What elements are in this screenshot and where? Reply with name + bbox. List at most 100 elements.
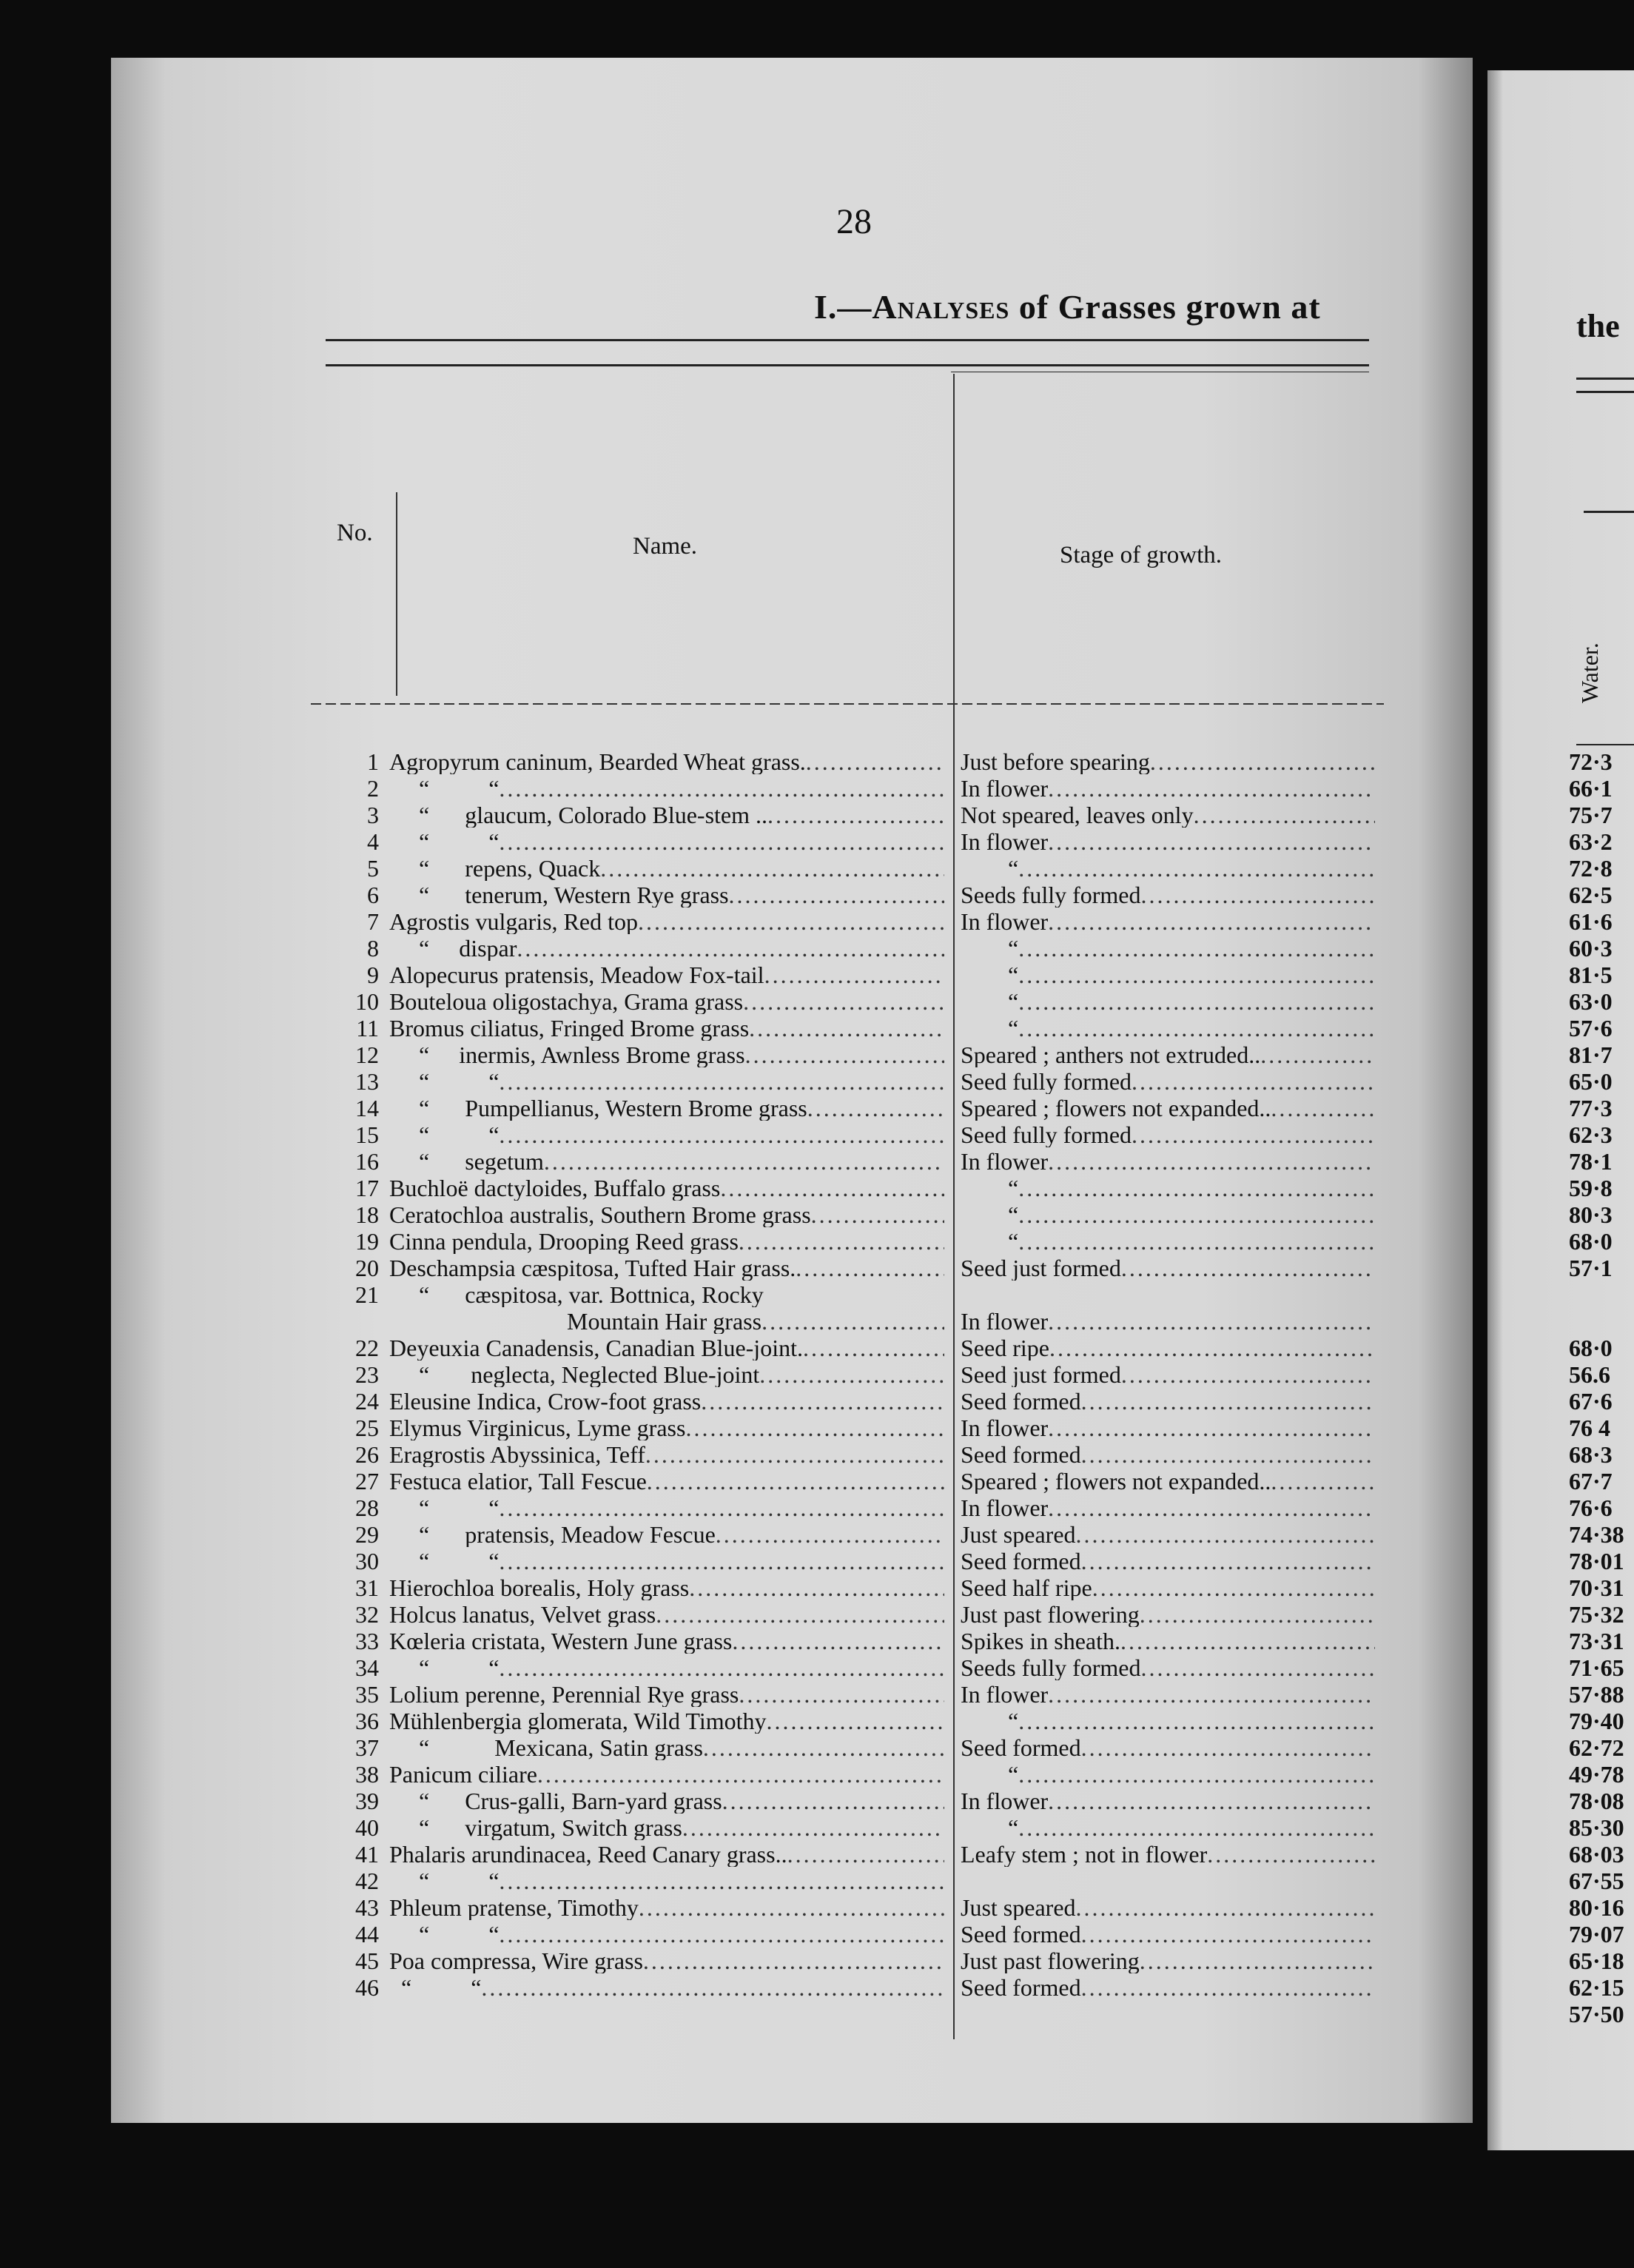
- stage-of-growth: “.......................................…: [961, 989, 1375, 1014]
- water-value: 71·65: [1569, 1655, 1624, 1680]
- stage-of-growth-text: In flower: [961, 829, 1049, 854]
- row-number-text: 36: [355, 1708, 379, 1734]
- leader-dots: ........................................…: [499, 1122, 944, 1147]
- row-number-text: 19: [355, 1228, 379, 1255]
- leader-dots: ........................................…: [499, 776, 944, 801]
- water-value: 76·6: [1569, 1495, 1613, 1520]
- water-value-text: 71·65: [1569, 1654, 1624, 1681]
- row-number-text: 12: [355, 1041, 379, 1068]
- table-row: Mountain Hair grass.....................…: [326, 1309, 1376, 1334]
- water-value-text: 68·0: [1569, 1228, 1613, 1255]
- grass-name: Mühlenbergia glomerata, Wild Timothy....…: [389, 1708, 944, 1734]
- table-row: 25 Elymus Virginicus, Lyme grass.........…: [326, 1415, 1610, 1440]
- left-page: [111, 58, 1473, 2123]
- water-value-text: 68·03: [1569, 1841, 1624, 1868]
- water-value: 81·5: [1569, 962, 1613, 987]
- grass-name: “ “.....................................…: [389, 829, 944, 854]
- leader-dots: ........................................…: [1018, 1708, 1375, 1734]
- grass-name: “ “.....................................…: [389, 1922, 944, 1947]
- row-number: 5: [326, 856, 379, 881]
- stage-of-growth: Seed formed.............................…: [961, 1549, 1375, 1574]
- table-row: 41 Phalaris arundinacea, Reed Canary gras…: [326, 1841, 1624, 1868]
- stage-of-growth-text: Seed formed: [961, 1442, 1081, 1467]
- water-value: 68·03: [1569, 1842, 1624, 1867]
- stage-of-growth-text: “: [961, 1708, 1019, 1734]
- leader-dots: ........................................…: [749, 1016, 944, 1041]
- stage-of-growth-text: In flower: [961, 1495, 1049, 1520]
- grass-name: Bouteloua oligostachya, Grama grass.....…: [389, 989, 944, 1014]
- row-number-text: 18: [355, 1201, 379, 1228]
- table-row: 17 Buchloë dactyloides, Buffalo grass....…: [326, 1175, 1613, 1201]
- leader-dots: ........................................…: [1120, 1255, 1375, 1281]
- water-value: 68·0: [1569, 1229, 1613, 1254]
- table-row: 19 Cinna pendula, Drooping Reed grass....…: [326, 1228, 1613, 1255]
- stage-of-growth-text: “: [961, 1016, 1019, 1041]
- water-value: 72·8: [1569, 856, 1613, 881]
- leader-dots: ........................................…: [499, 1495, 944, 1520]
- row-number: 6: [326, 882, 379, 907]
- leader-dots: ........................................…: [1132, 1122, 1375, 1147]
- water-value-text: 49·78: [1569, 1761, 1624, 1788]
- stage-of-growth-text: In flower: [961, 1415, 1049, 1440]
- leader-dots: ........................................…: [1140, 882, 1376, 907]
- row-number: 35: [326, 1682, 379, 1707]
- water-value-text: 81·7: [1569, 1041, 1613, 1068]
- row-number-text: 27: [355, 1468, 379, 1494]
- water-value: 62·72: [1569, 1735, 1624, 1760]
- grass-name-text: “ tenerum, Western Rye grass: [389, 882, 729, 907]
- grass-name: “ “.....................................…: [389, 1122, 944, 1147]
- row-number: 2: [326, 776, 379, 801]
- row-number-text: 1: [367, 748, 379, 775]
- water-value-text: 74·38: [1569, 1521, 1624, 1548]
- grass-name: “ “.....................................…: [389, 1495, 944, 1520]
- grass-name: Cinna pendula, Drooping Reed grass......…: [389, 1229, 944, 1254]
- table-row: 43 Phleum pratense, Timothy..............…: [326, 1895, 1624, 1920]
- row-number-text: 46: [355, 1974, 379, 2001]
- row-number-text: 42: [355, 1868, 379, 1894]
- water-value-text: 62·5: [1569, 882, 1613, 908]
- water-value: 75·32: [1569, 1602, 1624, 1627]
- leader-dots: ........................................…: [499, 829, 944, 854]
- stage-of-growth: Just past flowering.....................…: [961, 1602, 1375, 1627]
- grass-name: Hierochloa borealis, Holy grass.........…: [389, 1575, 944, 1600]
- row-number: 29: [326, 1522, 379, 1547]
- leader-dots: ........................................…: [1207, 1842, 1375, 1867]
- water-value-text: 75·32: [1569, 1601, 1624, 1628]
- grass-name: “ virgatum, Switch grass................…: [389, 1815, 944, 1840]
- leader-dots: ........................................…: [1018, 1229, 1375, 1254]
- leader-dots: ........................................…: [499, 1922, 944, 1947]
- stage-of-growth-text: Speared ; flowers not expanded..: [961, 1096, 1271, 1121]
- grass-name: Festuca elatior, Tall Fescue............…: [389, 1469, 944, 1494]
- water-value-text: 80·3: [1569, 1201, 1613, 1228]
- stage-of-growth: Seed formed.............................…: [961, 1735, 1375, 1760]
- leader-dots: ........................................…: [1018, 1815, 1375, 1840]
- water-value: 57·50: [1569, 2002, 1624, 2027]
- row-number: 22: [326, 1335, 379, 1361]
- water-value: 62·15: [1569, 1975, 1624, 2000]
- right-rule-1: [1576, 378, 1634, 380]
- grass-name-text: Agrostis vulgaris, Red top: [389, 909, 638, 934]
- stage-of-growth-text: In flower: [961, 776, 1049, 801]
- leader-dots: ........................................…: [767, 802, 944, 828]
- leader-dots: ........................................…: [1018, 1762, 1375, 1787]
- leader-dots: ........................................…: [537, 1762, 944, 1787]
- right-header-rule: [1576, 744, 1634, 745]
- water-value-text: 65·18: [1569, 1947, 1624, 1974]
- leader-dots: ........................................…: [682, 1815, 944, 1840]
- stage-of-growth: Spikes in sheath........................…: [961, 1628, 1375, 1654]
- stage-of-growth: In flower...............................…: [961, 1415, 1375, 1440]
- water-value: 85·30: [1569, 1815, 1624, 1840]
- water-value: 63·2: [1569, 829, 1613, 854]
- stage-of-growth-text: Seeds fully formed: [961, 1655, 1141, 1680]
- row-number-text: 41: [355, 1841, 379, 1868]
- water-value-text: 79·40: [1569, 1708, 1624, 1734]
- water-value: 78·08: [1569, 1788, 1624, 1814]
- leader-dots: ........................................…: [766, 1708, 945, 1734]
- table-row: 46 “ “..................................…: [326, 1974, 1624, 2001]
- leader-dots: ........................................…: [1149, 749, 1375, 774]
- table-row: 1 Agropyrum caninum, Bearded Wheat grass.…: [326, 748, 1613, 775]
- row-number: 34: [326, 1655, 379, 1680]
- row-number: 33: [326, 1628, 379, 1654]
- stage-of-growth: Speared ; flowers not expanded..........…: [961, 1096, 1375, 1121]
- leader-dots: ........................................…: [689, 1575, 944, 1600]
